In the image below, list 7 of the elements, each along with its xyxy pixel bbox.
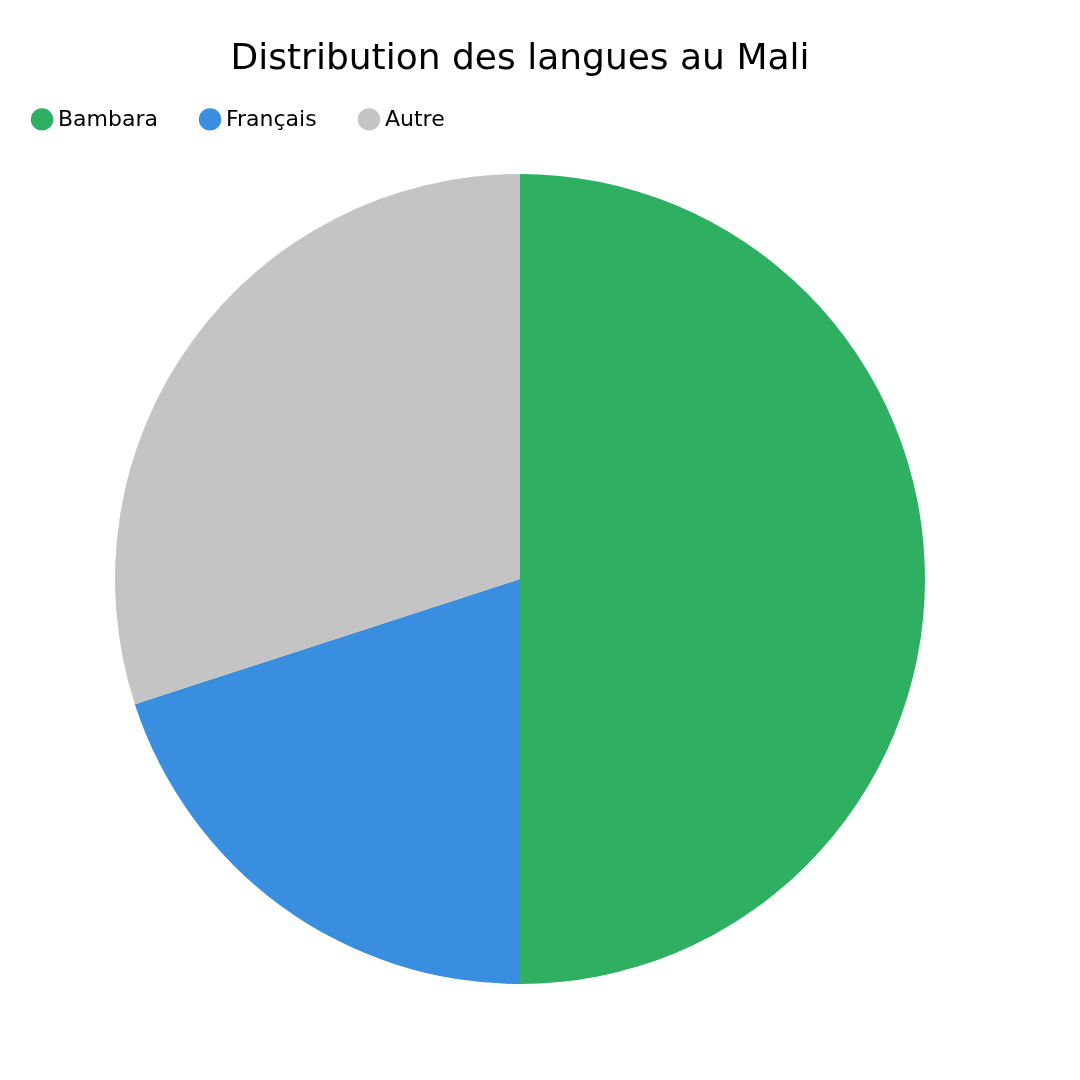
- chart-title: Distribution des langues au Mali: [230, 36, 810, 77]
- legend-label: Autre: [385, 106, 445, 132]
- legend-label: Français: [226, 106, 317, 132]
- pie-slice: [520, 174, 925, 984]
- legend-label: Bambara: [58, 106, 158, 132]
- pie-slice: [115, 174, 520, 705]
- pie-slice: [134, 579, 520, 984]
